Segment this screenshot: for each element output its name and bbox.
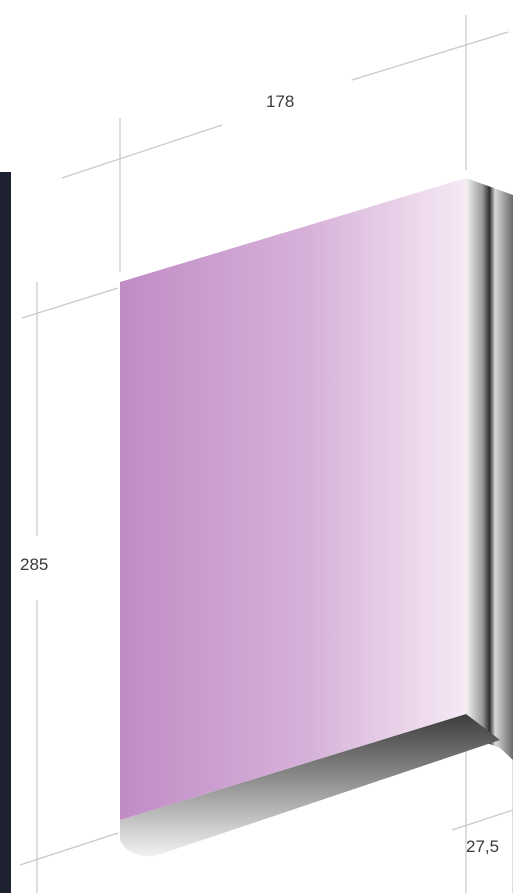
height-dimension-lines (19, 282, 119, 893)
width-label: 178 (266, 92, 294, 111)
panel-front-face (120, 178, 466, 820)
depth-dimension-lines (451, 735, 513, 893)
depth-label: 27,5 (466, 837, 499, 856)
width-dimension-lines (61, 15, 509, 272)
panel-side-edge (466, 178, 513, 760)
wall-strip (0, 172, 11, 893)
panel-bottom-edge (120, 714, 500, 857)
height-label: 285 (20, 555, 48, 574)
